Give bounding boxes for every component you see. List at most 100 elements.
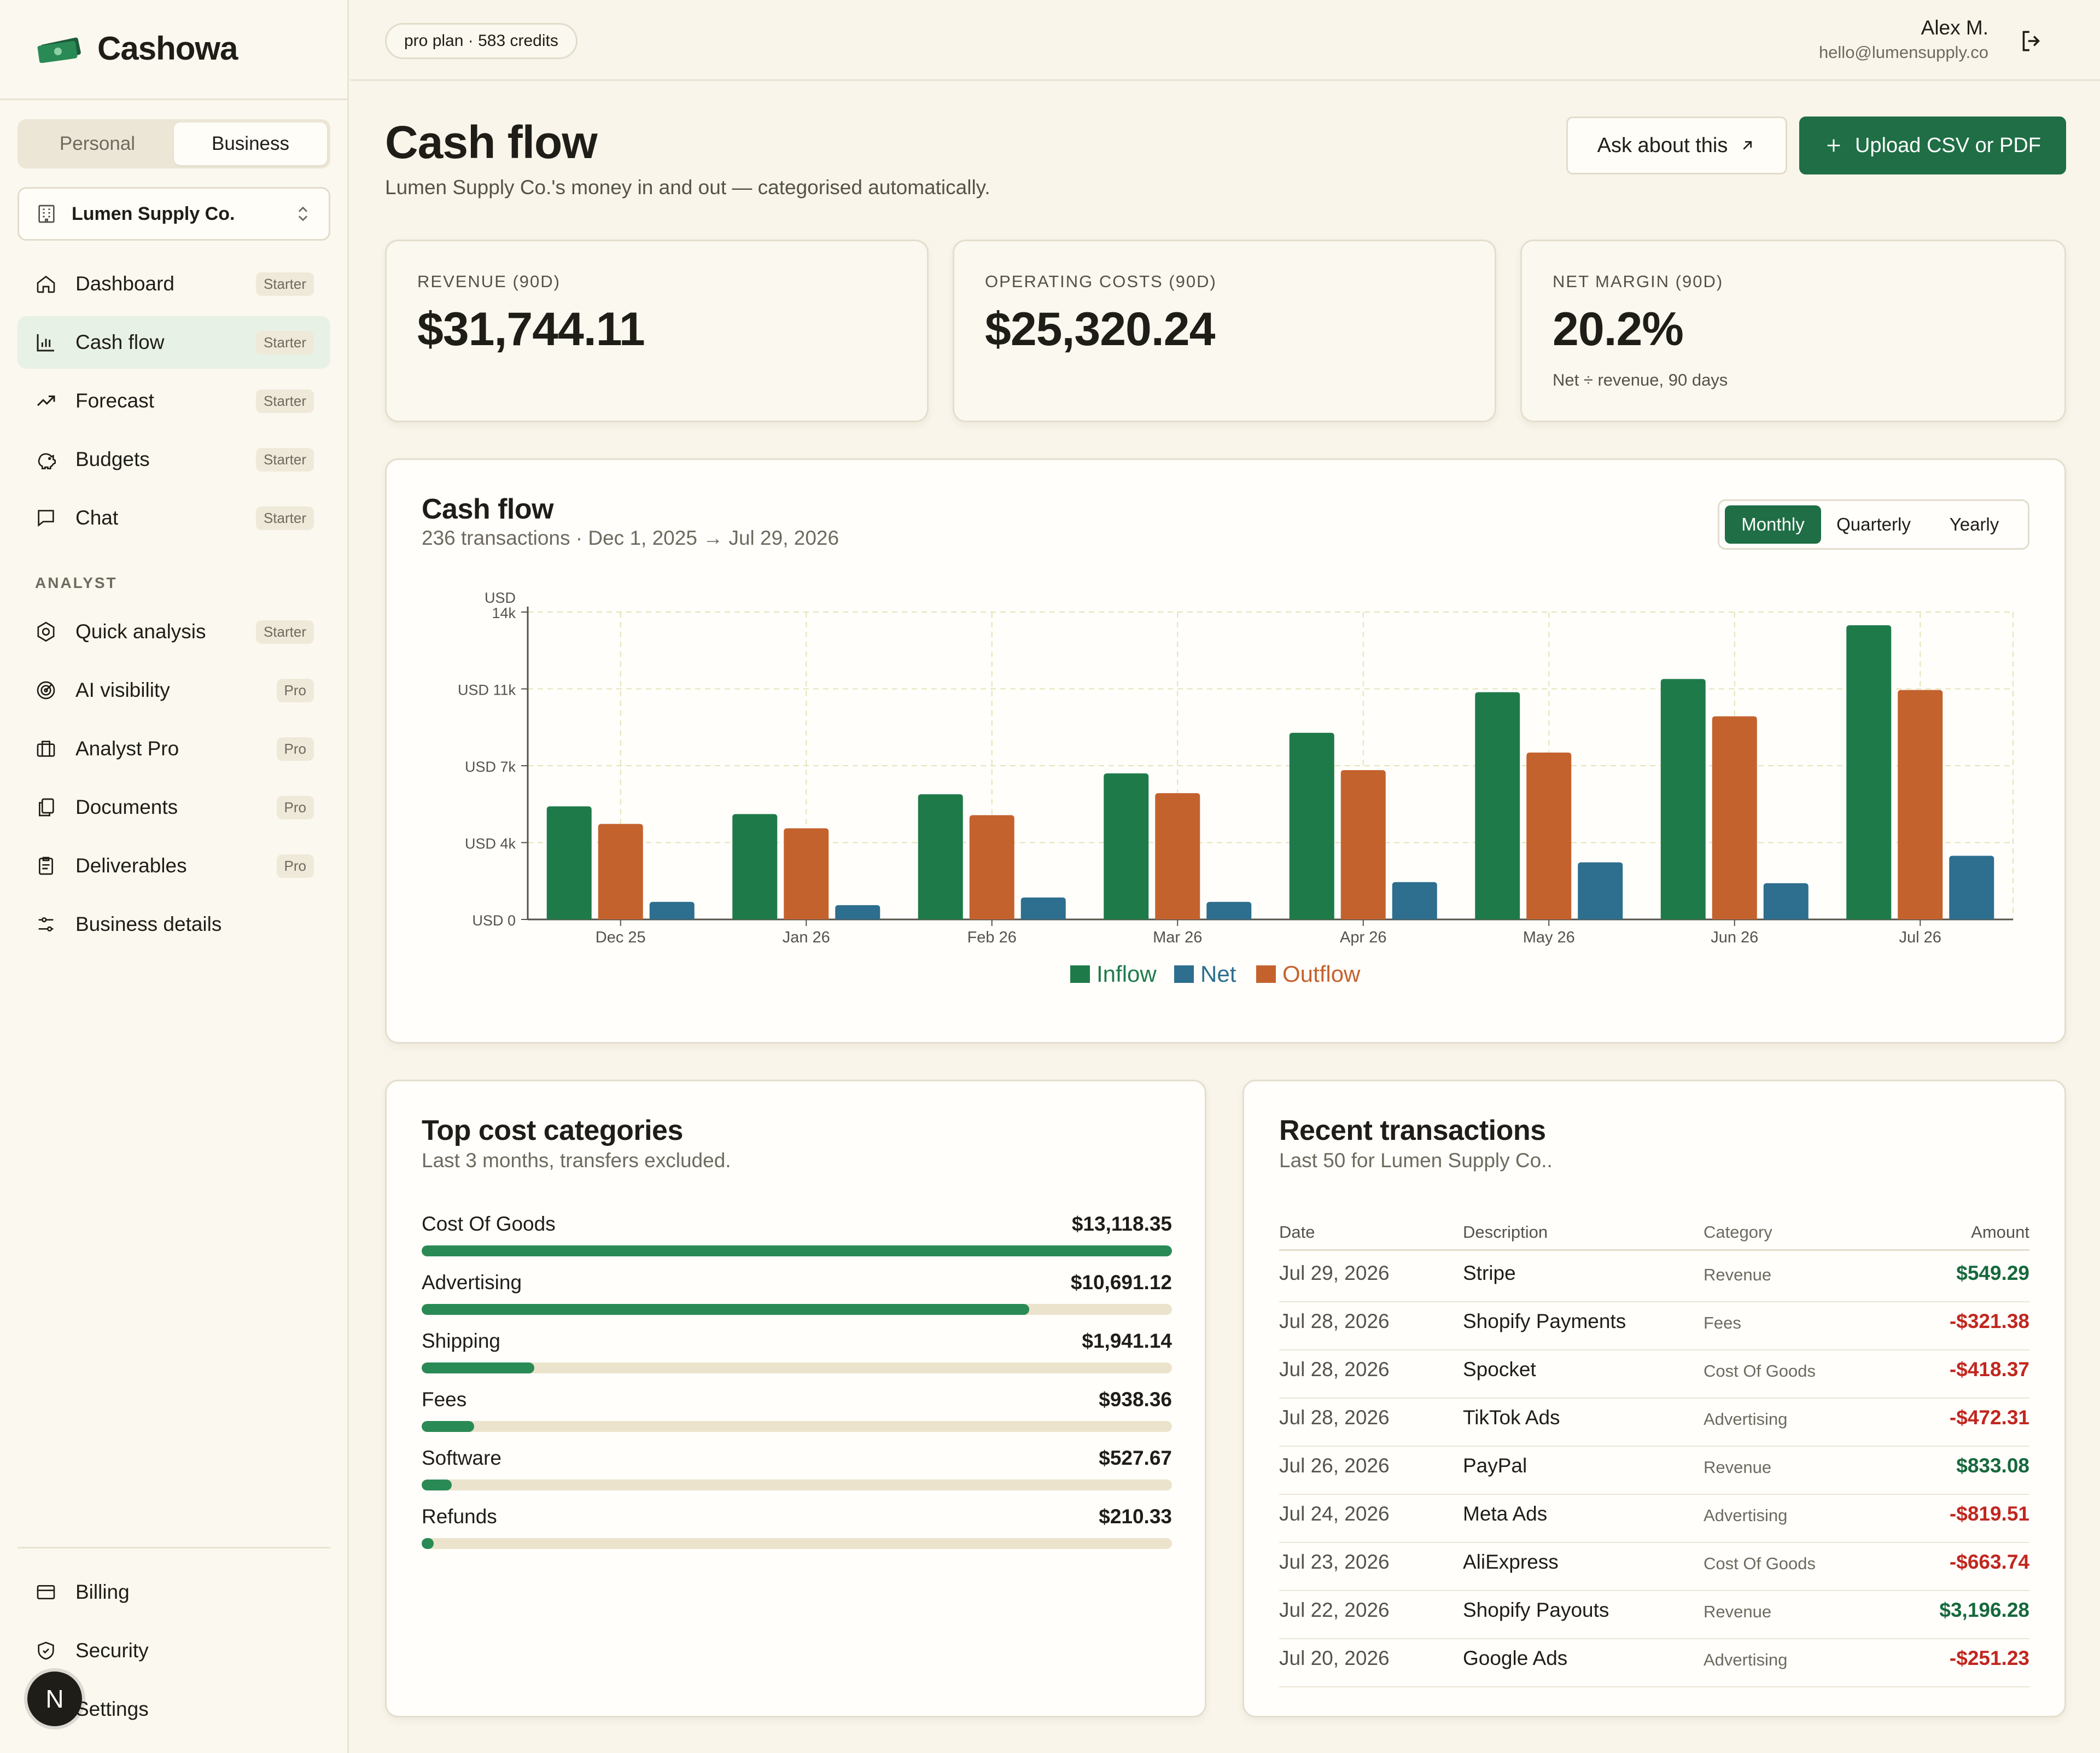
table-row[interactable]: Jul 24, 2026 Meta Ads Advertising -$819.51: [1279, 1495, 2029, 1543]
sidebar: Cashowa Personal Business Lumen Supply C…: [0, 0, 349, 1753]
tx-amount: $833.08: [1956, 1454, 2029, 1477]
bar-outflow: [598, 824, 643, 919]
recent-transactions-card: Recent transactions Last 50 for Lumen Su…: [1242, 1080, 2066, 1717]
card-title: Top cost categories: [422, 1115, 683, 1146]
nav-billing[interactable]: Billing: [18, 1566, 330, 1618]
col-category[interactable]: Category: [1704, 1222, 1772, 1242]
tx-date: Jul 26, 2026: [1279, 1454, 1390, 1477]
period-monthly[interactable]: Monthly: [1725, 505, 1821, 544]
clipboard-icon: [34, 854, 58, 878]
tx-category: Revenue: [1704, 1458, 1772, 1477]
period-quarterly[interactable]: Quarterly: [1836, 514, 1911, 534]
bar-inflow: [546, 806, 592, 919]
tx-amount: -$472.31: [1949, 1406, 2029, 1429]
tx-description: Meta Ads: [1463, 1502, 1548, 1525]
tx-amount: -$663.74: [1949, 1551, 2029, 1573]
brand[interactable]: Cashowa: [37, 26, 238, 70]
bar-inflow: [1846, 625, 1892, 919]
plan-badge: Starter: [255, 506, 314, 530]
category-amount: $527.67: [1099, 1447, 1172, 1469]
category-name: Fees: [422, 1388, 467, 1411]
nav-business-details[interactable]: Business details: [18, 898, 330, 951]
plan-badge: Starter: [255, 447, 314, 471]
nav-label: Deliverables: [75, 854, 187, 877]
user-name: Alex M.: [1921, 16, 1988, 39]
nav-deliverables[interactable]: Deliverables Pro: [18, 840, 330, 892]
company-name: Lumen Supply Co.: [72, 203, 235, 224]
nav-forecast[interactable]: Forecast Starter: [18, 375, 330, 427]
nav-documents[interactable]: Documents Pro: [18, 781, 330, 834]
y-tick-label: USD 11k: [458, 682, 516, 698]
user-info[interactable]: Alex M. hello@lumensupply.co: [1819, 16, 1988, 62]
category-bar-fill: [422, 1421, 475, 1432]
nav-dashboard[interactable]: Dashboard Starter: [18, 258, 330, 310]
category-bar-track: [422, 1362, 1172, 1373]
table-row[interactable]: Jul 26, 2026 PayPal Revenue $833.08: [1279, 1447, 2029, 1495]
nav-budgets[interactable]: Budgets Starter: [18, 433, 330, 486]
nav-cash-flow[interactable]: Cash flow Starter: [18, 316, 330, 369]
nav-label: Budgets: [75, 448, 150, 470]
table-row[interactable]: Jul 28, 2026 Spocket Cost Of Goods -$418.37: [1279, 1350, 2029, 1399]
page-title: Cash flow: [385, 117, 598, 168]
tx-description: PayPal: [1463, 1454, 1527, 1477]
plan-badge: Starter: [255, 620, 314, 644]
card-title: Recent transactions: [1279, 1115, 1546, 1146]
table-row[interactable]: Jul 28, 2026 TikTok Ads Advertising -$472.3…: [1279, 1399, 2029, 1447]
tx-description: Shopify Payments: [1463, 1310, 1626, 1332]
bar-inflow: [1289, 732, 1334, 919]
floating-avatar[interactable]: N: [27, 1672, 82, 1726]
plan-badge: Pro: [276, 737, 314, 761]
bar-net: [649, 901, 695, 919]
col-description[interactable]: Description: [1463, 1222, 1548, 1242]
tx-category: Advertising: [1704, 1650, 1788, 1669]
category-row: Advertising $10,691.12: [422, 1271, 1172, 1326]
logout-icon[interactable]: [2018, 27, 2045, 55]
bar-outflow: [969, 815, 1014, 919]
kpi-value: $25,320.24: [985, 303, 1215, 356]
nav-security[interactable]: Security: [18, 1624, 330, 1677]
bar-outflow: [784, 828, 829, 919]
x-tick-label: Feb 26: [967, 929, 1017, 946]
category-bar-track: [422, 1304, 1172, 1315]
bar-inflow: [1104, 773, 1149, 919]
plan-badge: Starter: [255, 272, 314, 296]
credit-card-icon: [34, 1580, 58, 1604]
nav-analyst-pro[interactable]: Analyst Pro Pro: [18, 723, 330, 775]
bar-net: [1392, 882, 1437, 919]
tx-date: Jul 22, 2026: [1279, 1599, 1390, 1621]
col-amount[interactable]: Amount: [1971, 1222, 2029, 1242]
category-name: Refunds: [422, 1505, 497, 1528]
nav-chat[interactable]: Chat Starter: [18, 492, 330, 544]
user-email: hello@lumensupply.co: [1818, 43, 1988, 62]
tx-date: Jul 28, 2026: [1279, 1358, 1390, 1381]
x-tick-label: Jun 26: [1711, 929, 1758, 946]
category-bar-fill: [422, 1245, 1172, 1256]
table-row[interactable]: Jul 22, 2026 Shopify Payouts Revenue $3,196…: [1279, 1591, 2029, 1639]
category-row: Fees $938.36: [422, 1388, 1172, 1443]
upload-csv-pdf-button[interactable]: Upload CSV or PDF: [1799, 117, 2066, 174]
table-row[interactable]: Jul 28, 2026 Shopify Payments Fees -$321.38: [1279, 1302, 2029, 1350]
nav-ai-visibility[interactable]: AI visibility Pro: [18, 664, 330, 717]
plan-badge-pill[interactable]: pro plan · 583 credits: [385, 23, 578, 59]
x-tick-label: Jan 26: [783, 929, 830, 946]
ask-about-this-button[interactable]: Ask about this: [1566, 117, 1787, 174]
card-subtitle: Last 50 for Lumen Supply Co..: [1279, 1149, 1553, 1172]
col-date[interactable]: Date: [1279, 1222, 1315, 1242]
category-bar-fill: [422, 1304, 1030, 1315]
toggle-personal[interactable]: Personal: [59, 133, 136, 154]
piggy-bank-icon: [34, 447, 58, 471]
table-row[interactable]: Jul 29, 2026 Stripe Revenue $549.29: [1279, 1254, 2029, 1302]
toggle-business[interactable]: Business: [174, 123, 327, 165]
nav-quick-analysis[interactable]: Quick analysis Starter: [18, 605, 330, 658]
category-name: Software: [422, 1447, 502, 1469]
company-selector[interactable]: Lumen Supply Co.: [18, 187, 330, 241]
category-name: Shipping: [422, 1330, 501, 1352]
period-yearly[interactable]: Yearly: [1949, 514, 1999, 534]
tx-date: Jul 23, 2026: [1279, 1551, 1390, 1573]
kpi-value: 20.2%: [1553, 303, 1684, 356]
table-row[interactable]: Jul 23, 2026 AliExpress Cost Of Goods -$663…: [1279, 1543, 2029, 1591]
bar-inflow: [732, 814, 778, 919]
table-row[interactable]: Jul 20, 2026 Google Ads Advertising -$251.2…: [1279, 1639, 2029, 1687]
tx-description: Stripe: [1463, 1262, 1516, 1284]
nav-label: Quick analysis: [75, 620, 206, 643]
